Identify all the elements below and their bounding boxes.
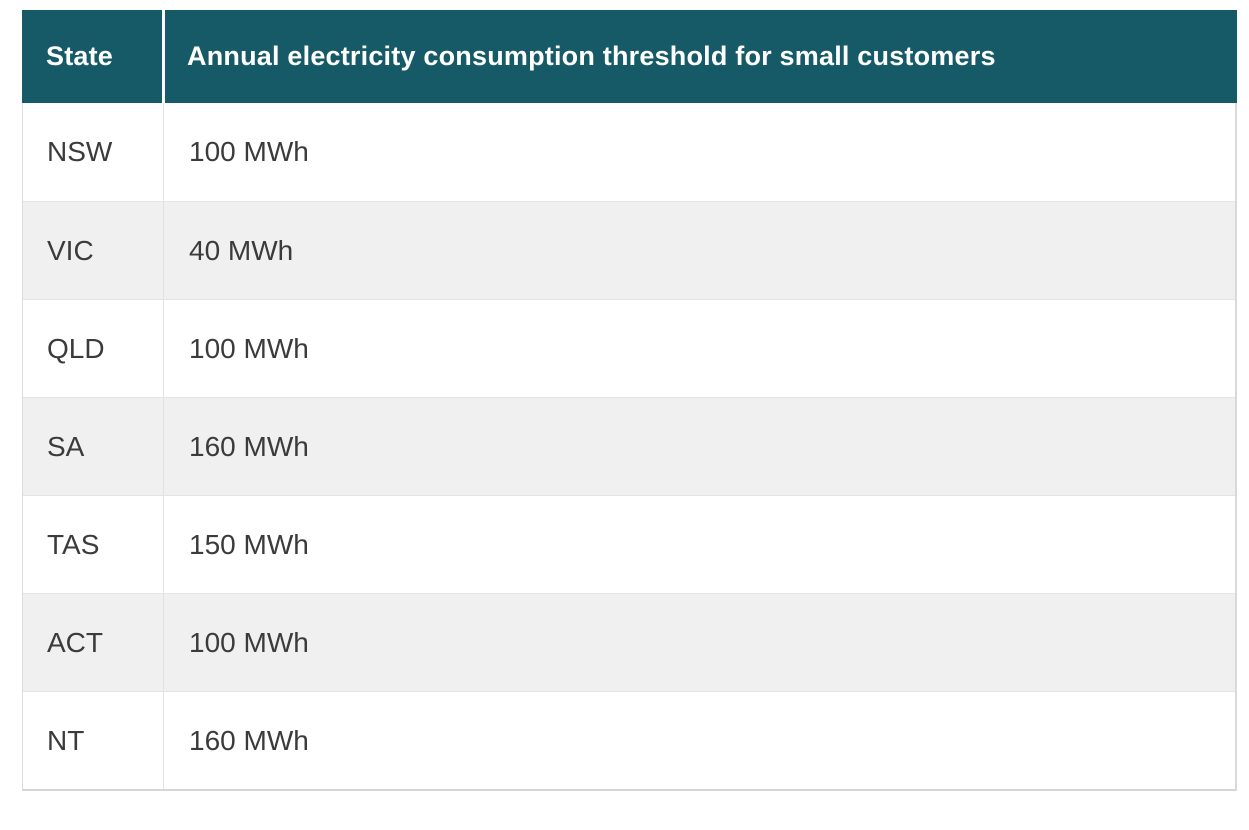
state-cell: NT xyxy=(47,724,85,756)
threshold-cell: 100 MWh xyxy=(163,594,1235,691)
table-row: QLD 100 MWh xyxy=(23,299,1235,397)
state-cell: QLD xyxy=(47,332,105,364)
threshold-cell: 160 MWh xyxy=(163,398,1235,495)
table-row: ACT 100 MWh xyxy=(23,593,1235,691)
table-row: VIC 40 MWh xyxy=(23,201,1235,299)
header-column-divider xyxy=(162,10,165,103)
state-cell: VIC xyxy=(47,234,94,266)
table-header-row: State Annual electricity consumption thr… xyxy=(22,10,1237,103)
table-body: NSW 100 MWh VIC 40 MWh QLD 100 MWh SA 16… xyxy=(22,103,1237,791)
state-cell: ACT xyxy=(47,626,103,658)
threshold-cell: 40 MWh xyxy=(163,202,1235,299)
column-header-state: State xyxy=(46,41,114,71)
state-cell: TAS xyxy=(47,528,100,560)
table-row: SA 160 MWh xyxy=(23,397,1235,495)
threshold-cell: 160 MWh xyxy=(163,692,1235,789)
table-row: NSW 100 MWh xyxy=(23,103,1235,201)
table-row: TAS 150 MWh xyxy=(23,495,1235,593)
table-row: NT 160 MWh xyxy=(23,691,1235,789)
column-header-threshold: Annual electricity consumption threshold… xyxy=(187,41,996,71)
state-cell: NSW xyxy=(47,136,113,167)
state-cell: SA xyxy=(47,430,85,462)
threshold-cell: 100 MWh xyxy=(163,300,1235,397)
threshold-cell: 150 MWh xyxy=(163,496,1235,593)
electricity-threshold-table: State Annual electricity consumption thr… xyxy=(22,10,1237,791)
threshold-cell: 100 MWh xyxy=(163,103,1235,201)
